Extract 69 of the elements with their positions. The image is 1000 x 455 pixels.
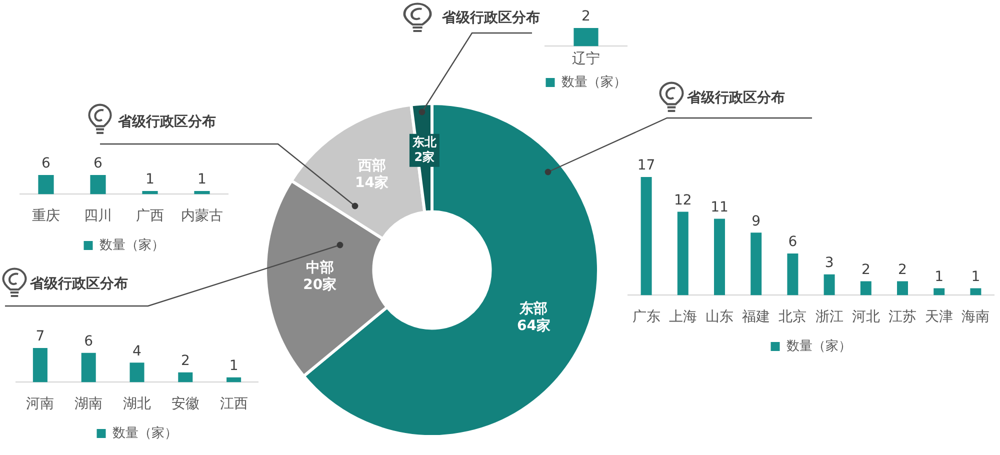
chart-title: 省级行政区分布	[687, 89, 785, 108]
data-label: 2家	[414, 150, 435, 164]
data-label: 2	[898, 262, 907, 278]
x-tick-label: 河南	[26, 396, 54, 412]
slice-label: 东北	[411, 134, 438, 149]
bar	[32, 348, 48, 382]
bar	[226, 377, 242, 382]
data-label: 17	[637, 158, 656, 174]
legend-label: 数量（家）	[112, 424, 178, 441]
bar	[787, 253, 798, 296]
data-label: 3	[824, 254, 834, 271]
data-label: 1	[198, 172, 206, 188]
bar	[824, 274, 835, 296]
data-label: 1	[229, 358, 238, 374]
data-label: 9	[752, 213, 761, 230]
x-tick-label: 天津	[925, 309, 954, 326]
legend-label: 数量（家）	[786, 338, 852, 354]
bar	[897, 281, 908, 296]
data-label: 64家	[516, 316, 550, 334]
x-tick-label: 福建	[742, 309, 770, 326]
bar	[178, 372, 193, 382]
chart-title: 省级行政区分布	[118, 113, 216, 132]
data-label: 20家	[303, 276, 337, 294]
data-label: 6	[84, 334, 94, 350]
x-tick-label: 广东	[632, 309, 660, 326]
x-tick-label: 江西	[220, 396, 248, 412]
data-label: 6	[788, 234, 798, 250]
x-tick-label: 山东	[706, 309, 734, 326]
data-label: 2	[582, 8, 590, 25]
legend-label: 数量（家）	[99, 236, 164, 253]
bar	[750, 232, 762, 296]
x-tick-label: 内蒙古	[181, 208, 223, 224]
x-tick-label: 湖北	[123, 396, 151, 412]
bar	[130, 362, 144, 382]
legend-label: 数量（家）	[561, 74, 626, 90]
x-tick-label: 重庆	[32, 208, 60, 224]
bar	[860, 281, 872, 296]
data-label: 12	[674, 192, 692, 208]
x-tick-label: 河北	[852, 309, 880, 326]
x-tick-label: 海南	[962, 309, 990, 326]
bar	[81, 352, 96, 382]
data-label: 7	[36, 328, 45, 345]
slice-label: 东部	[518, 300, 548, 317]
chart-title: 省级行政区分布	[442, 9, 540, 28]
x-tick-label: 广西	[136, 208, 164, 224]
data-label: 11	[710, 199, 728, 216]
x-tick-label: 江苏	[888, 309, 916, 326]
x-tick-label: 上海	[668, 309, 697, 326]
x-tick-label: 辽宁	[572, 51, 600, 68]
bar	[970, 288, 982, 296]
data-label: 2	[861, 262, 870, 278]
data-label: 6	[42, 156, 51, 172]
x-tick-label: 四川	[84, 208, 112, 224]
chart-title: 省级行政区分布	[30, 275, 128, 294]
slice-label: 中部	[306, 259, 334, 276]
data-label: 4	[132, 343, 142, 360]
bar	[677, 212, 688, 296]
x-tick-label: 湖南	[74, 396, 103, 412]
x-tick-label: 北京	[778, 309, 807, 326]
bar	[640, 177, 652, 296]
data-label: 2	[180, 353, 190, 370]
x-tick-label: 浙江	[815, 309, 844, 326]
data-label: 6	[94, 156, 103, 172]
x-tick-label: 安徽	[171, 396, 200, 412]
data-label: 1	[146, 172, 154, 188]
data-label: 1	[934, 268, 944, 285]
data-label: 1	[971, 268, 980, 285]
bar	[934, 288, 945, 296]
bar	[714, 218, 725, 296]
